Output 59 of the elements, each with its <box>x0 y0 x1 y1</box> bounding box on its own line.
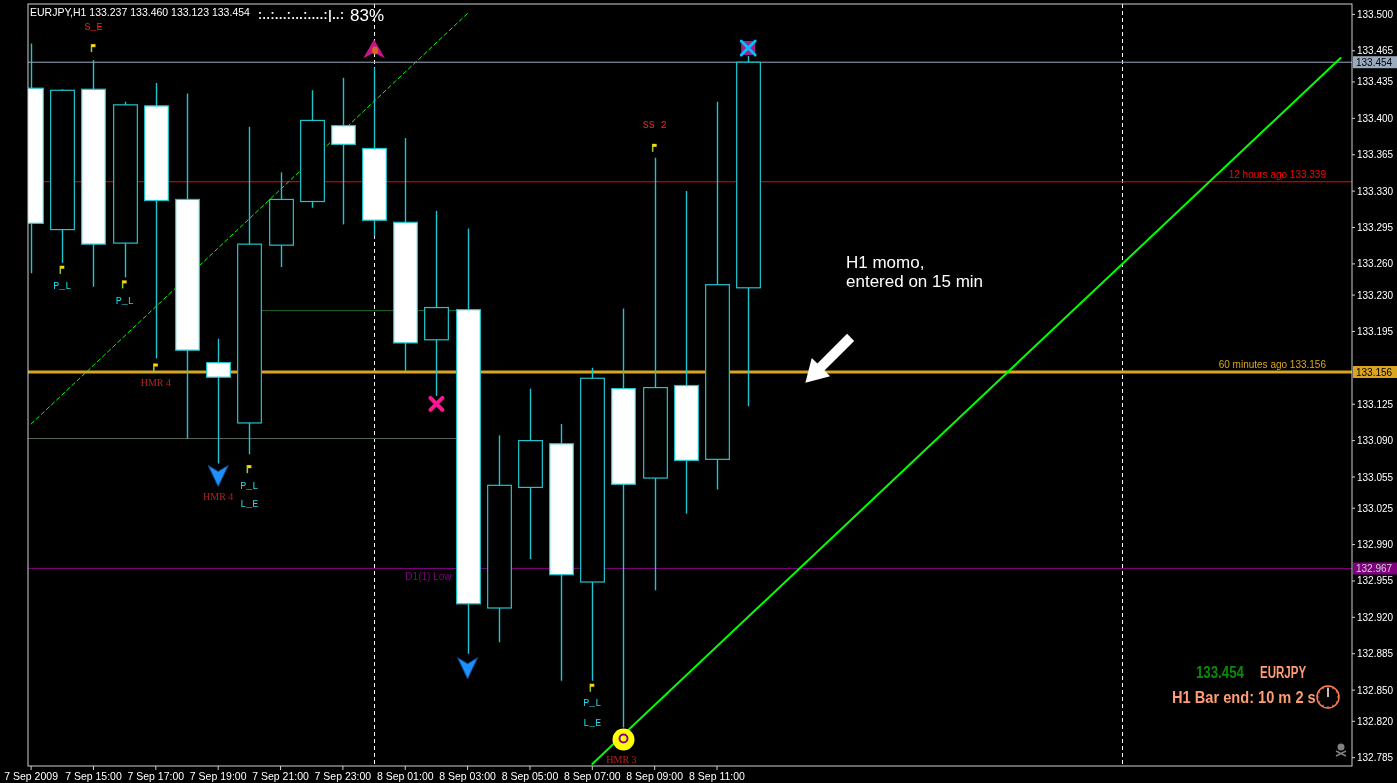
annotation: H1 Bar end: 10 m 2 s <box>1172 687 1316 707</box>
x-tick-label: 8 Sep 07:00 <box>563 770 621 782</box>
y-tick-label: 133.365 <box>1357 149 1394 161</box>
y-tick-label: 132.820 <box>1357 715 1394 727</box>
ref-line-label: 12 hours ago 133.339 <box>1228 169 1327 181</box>
annotation: 83% <box>350 5 385 25</box>
text: 133.454 <box>1356 56 1393 68</box>
annotation: :..:...:...:....:|..: <box>258 8 345 22</box>
annotation: P_L <box>115 295 134 307</box>
ref-line-label: D1(1) Low <box>405 570 453 582</box>
y-tick-label: 133.465 <box>1357 45 1394 57</box>
y-tick-label: 132.785 <box>1357 752 1394 764</box>
annotation: P_L <box>53 281 72 293</box>
y-tick-label: 133.055 <box>1357 471 1394 483</box>
x-tick-label: 8 Sep 01:00 <box>376 770 434 782</box>
y-tick-label: 133.500 <box>1357 8 1394 20</box>
y-tick-label: 133.260 <box>1357 258 1394 270</box>
ref-line-label: 60 minutes ago 133.156 <box>1218 358 1327 370</box>
x-tick-label: 7 Sep 2009 <box>4 770 59 782</box>
annotation: L_E <box>583 718 602 730</box>
y-tick-label: 133.090 <box>1357 435 1394 447</box>
x-tick-label: 8 Sep 11:00 <box>689 770 746 782</box>
annotation: H1 momo, entered on 15 min <box>846 252 984 291</box>
annotation: SS 2 <box>642 120 667 132</box>
text: 133.156 <box>1356 366 1393 378</box>
y-tick-label: 133.230 <box>1357 289 1394 301</box>
x-tick-label: 8 Sep 09:00 <box>626 770 684 782</box>
x-tick-label: 7 Sep 19:00 <box>189 770 247 782</box>
annotation: 133.454 <box>1196 662 1245 682</box>
x-tick-label: 7 Sep 17:00 <box>127 770 185 782</box>
x-tick-label: 7 Sep 23:00 <box>314 770 372 782</box>
y-tick-label: 132.920 <box>1357 611 1394 623</box>
candlestick <box>331 77 356 226</box>
candlestick <box>206 338 231 465</box>
annotation: P_L <box>240 480 259 492</box>
annotation: P_L <box>583 698 602 710</box>
annotation: HMR 4 <box>140 376 171 388</box>
y-tick-label: 133.195 <box>1357 325 1394 337</box>
annotation: L_E <box>240 498 259 510</box>
x-tick-label: 7 Sep 15:00 <box>65 770 122 782</box>
text: 132.967 <box>1356 562 1393 574</box>
y-tick-label: 133.125 <box>1357 398 1394 410</box>
y-tick-label: 133.295 <box>1357 222 1394 234</box>
x-tick-label: 7 Sep 21:00 <box>252 770 310 782</box>
y-tick-label: 132.990 <box>1357 539 1394 551</box>
annotation: HMR 3 <box>606 754 637 766</box>
annotation: S_E <box>84 21 103 33</box>
y-tick-label: 133.330 <box>1357 185 1394 197</box>
y-tick-label: 132.955 <box>1357 575 1394 587</box>
x-tick-label: 8 Sep 05:00 <box>501 770 559 782</box>
x-tick-label: 8 Sep 03:00 <box>439 770 497 782</box>
y-tick-label: 132.850 <box>1357 684 1394 696</box>
annotation: HMR 4 <box>203 490 234 502</box>
annotation: EURJPY <box>1260 662 1307 682</box>
annotation: EURJPY,H1 133.237 133.460 133.123 133.454 <box>30 6 251 18</box>
y-tick-label: 133.435 <box>1357 76 1394 88</box>
y-tick-label: 133.025 <box>1357 502 1394 514</box>
y-tick-label: 133.400 <box>1357 112 1394 124</box>
y-tick-label: 132.885 <box>1357 648 1394 660</box>
